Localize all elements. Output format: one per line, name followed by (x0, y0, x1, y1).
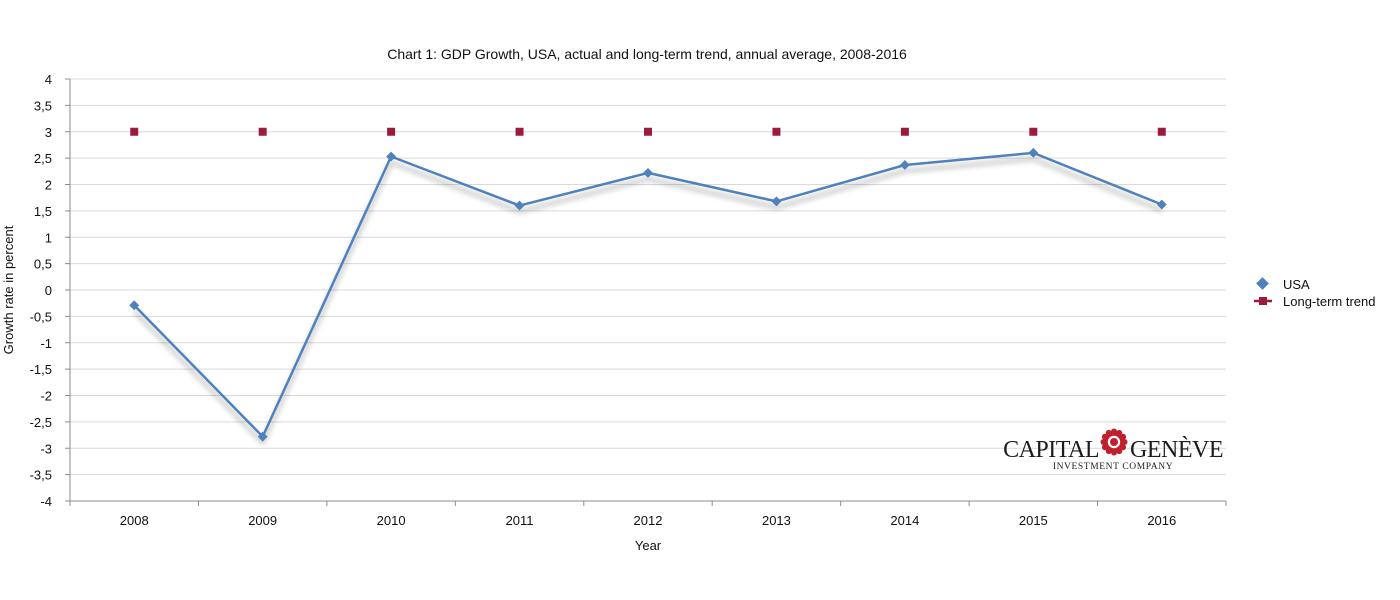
legend-item-usa: USA (1256, 277, 1310, 292)
y-tick-label: 2,5 (34, 151, 52, 166)
data-point-long-term-trend (900, 127, 909, 136)
data-point-long-term-trend (387, 127, 396, 136)
x-tick-labels: 2008 2009 2010 2011 2012 2013 2014 2015 2016 (120, 513, 1176, 528)
x-tick-label: 2013 (762, 513, 791, 528)
legend-marker-usa (1256, 277, 1269, 290)
rose-emblem-icon (1100, 428, 1128, 456)
series-line-usa (133, 151, 1163, 438)
y-tick-label: -4 (40, 494, 52, 509)
y-tick-label: 2 (45, 178, 52, 193)
data-point-long-term-trend (1157, 127, 1166, 136)
data-point-usa (514, 200, 525, 211)
legend-label-long-term-trend: Long-term trend (1283, 294, 1376, 309)
emblem-center (1110, 438, 1118, 446)
y-tick-label: -1,5 (30, 362, 52, 377)
y-tick-label: 1,5 (34, 204, 52, 219)
x-axis-title: Year (635, 538, 662, 553)
legend-item-long-term-trend: Long-term trend (1254, 294, 1376, 309)
y-tick-label: 0 (45, 283, 52, 298)
data-point-long-term-trend (258, 127, 267, 136)
data-point-usa (899, 160, 910, 170)
y-axis-title: Growth rate in percent (1, 225, 16, 354)
data-point-long-term-trend (644, 127, 652, 136)
gridlines (70, 78, 1226, 476)
data-point-long-term-trend (515, 127, 524, 136)
data-point-long-term-trend (130, 127, 139, 136)
x-tick-label: 2012 (634, 513, 663, 528)
data-point-usa (1028, 147, 1039, 158)
logo-tagline: INVESTMENT COMPANY (1053, 462, 1173, 472)
logo-brand-left: CAPITAL (1003, 437, 1099, 463)
x-tick-label: 2011 (506, 513, 534, 528)
series-layer (129, 127, 1167, 442)
y-tick-label: -2,5 (30, 415, 52, 430)
axes (65, 78, 1227, 506)
y-tick-label: -0,5 (30, 309, 52, 324)
y-tick-label: -2 (40, 389, 52, 404)
data-point-usa (1156, 199, 1167, 210)
x-tick-label: 2015 (1019, 513, 1048, 528)
legend-label-usa: USA (1283, 277, 1310, 292)
data-point-usa (771, 196, 782, 207)
y-tick-label: 0,5 (34, 257, 52, 272)
y-tick-label: 3,5 (34, 98, 52, 113)
y-tick-label: -1 (40, 336, 52, 351)
x-tick-label: 2010 (377, 513, 406, 528)
y-tick-label: -3,5 (30, 468, 52, 483)
data-point-usa (643, 167, 653, 178)
y-tick-labels: 4 3,5 3 2,5 2 1,5 1 0,5 0 -0,5 -1 -1,5 -2 -2,5 -3 -3,5 -… (30, 72, 52, 509)
data-point-long-term-trend (1029, 127, 1038, 136)
legend: USA Long-term trend (1254, 277, 1376, 309)
logo-brand-right: GENÈVE (1130, 437, 1223, 463)
x-tick-label: 2014 (890, 513, 919, 528)
data-point-usa (129, 300, 140, 311)
data-point-usa (386, 151, 397, 162)
y-tick-label: 3 (45, 125, 52, 140)
y-tick-label: -3 (40, 441, 52, 456)
capital-geneve-logo: CAPITAL GENÈVE INVESTMENT COMPANY (1003, 428, 1223, 472)
x-tick-label: 2009 (248, 513, 277, 528)
data-point-long-term-trend (772, 127, 781, 136)
y-tick-label: 4 (45, 72, 52, 87)
y-tick-label: 1 (45, 230, 52, 245)
data-point-usa (257, 431, 268, 442)
x-tick-label: 2008 (120, 513, 149, 528)
x-tick-label: 2016 (1147, 513, 1176, 528)
chart-title: Chart 1: GDP Growth, USA, actual and lon… (387, 46, 907, 62)
legend-marker-long-term-trend (1259, 297, 1267, 305)
